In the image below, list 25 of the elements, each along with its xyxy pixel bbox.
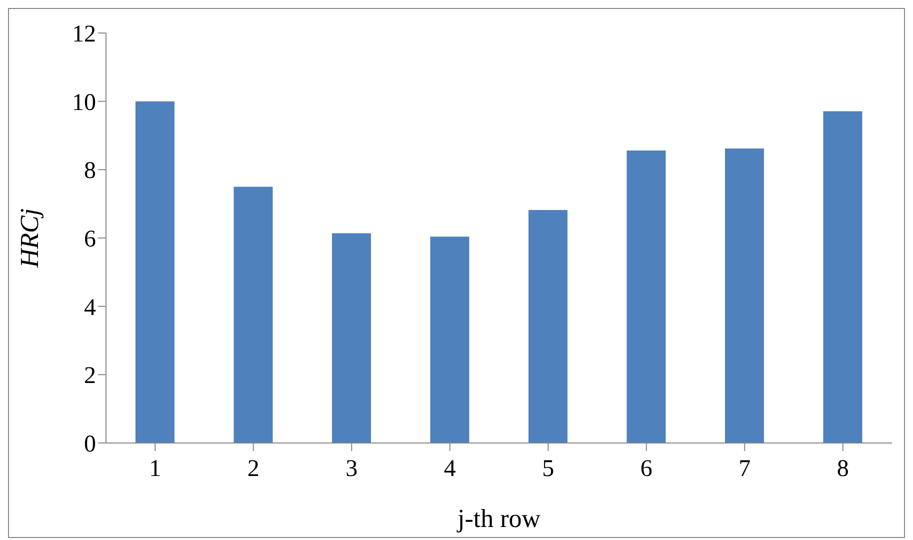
x-tick-label: 2 <box>247 456 260 482</box>
x-tick-label: 4 <box>444 456 456 482</box>
bar <box>234 186 273 443</box>
bar <box>626 150 666 443</box>
x-tick-label: 3 <box>346 456 358 482</box>
y-tick-label: 4 <box>84 294 96 321</box>
x-axis-title: j-th row <box>456 504 541 533</box>
bar <box>430 236 470 443</box>
y-axis-title: HRCj <box>15 208 44 269</box>
bar <box>823 111 862 443</box>
bar <box>332 233 371 443</box>
bar <box>528 210 568 443</box>
x-tick-label: 8 <box>836 456 849 482</box>
x-tick-label: 7 <box>738 456 751 482</box>
x-tick-label: 1 <box>149 456 162 482</box>
y-tick-label: 0 <box>84 432 96 458</box>
bar <box>724 148 764 443</box>
y-tick-label: 10 <box>72 90 96 116</box>
y-tick-label: 8 <box>84 158 96 184</box>
x-tick-label: 5 <box>542 456 554 482</box>
y-tick-label: 12 <box>72 22 96 48</box>
y-tick-label: 6 <box>84 226 96 253</box>
x-tick-label: 6 <box>640 456 652 482</box>
y-tick-label: 2 <box>84 363 96 390</box>
bar <box>135 101 174 443</box>
